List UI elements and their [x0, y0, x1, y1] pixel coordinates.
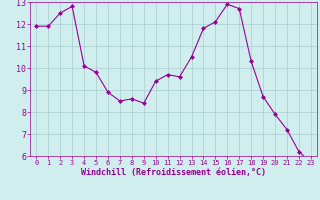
- X-axis label: Windchill (Refroidissement éolien,°C): Windchill (Refroidissement éolien,°C): [81, 168, 266, 177]
